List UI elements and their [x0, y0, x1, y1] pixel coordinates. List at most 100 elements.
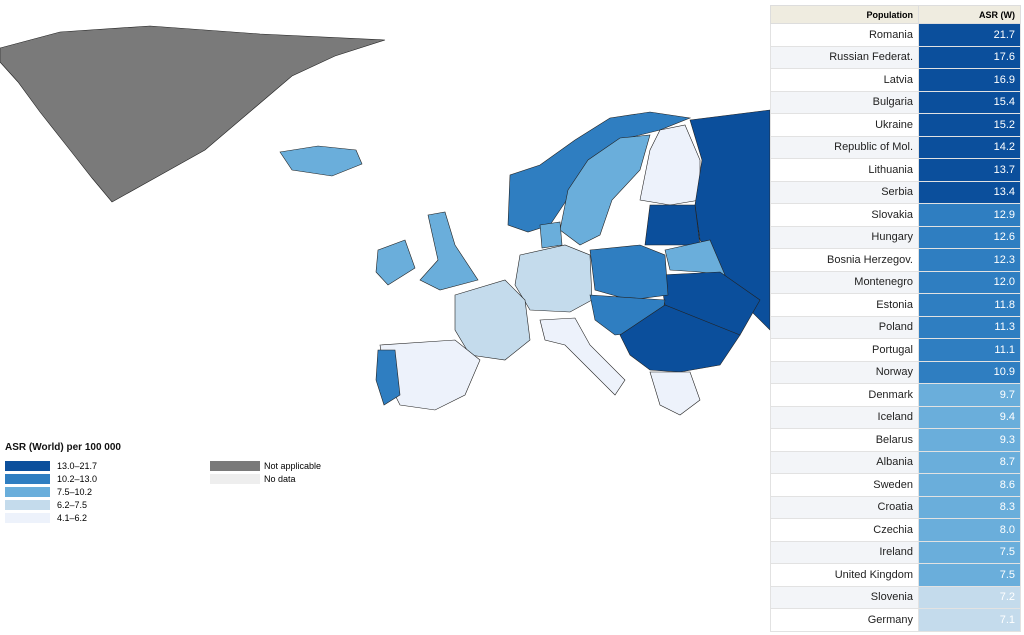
- table-row: Montenegro 12.0: [770, 270, 1021, 294]
- asr-cell: 11.8: [918, 293, 1021, 317]
- table-row: Slovenia 7.2: [770, 585, 1021, 609]
- asr-cell: 16.9: [918, 68, 1021, 92]
- legend-label: No data: [264, 474, 296, 484]
- legend-label: Not applicable: [264, 461, 322, 471]
- table-row: Portugal 11.1: [770, 338, 1021, 362]
- table-row: Serbia 13.4: [770, 180, 1021, 204]
- asr-cell: 8.7: [918, 450, 1021, 474]
- population-cell: Iceland: [770, 405, 919, 429]
- sweden: [559, 134, 651, 246]
- asr-cell: 12.9: [918, 203, 1021, 227]
- table-row: Denmark 9.7: [770, 383, 1021, 407]
- asr-cell: 8.0: [918, 518, 1021, 542]
- map: [0, 25, 770, 416]
- asr-cell: 7.5: [918, 540, 1021, 564]
- asr-cell: 7.2: [918, 585, 1021, 609]
- population-cell: Serbia: [770, 180, 919, 204]
- legend-title: ASR (World) per 100 000: [5, 442, 121, 453]
- legend-swatch: [5, 487, 50, 497]
- asr-cell: 9.7: [918, 383, 1021, 407]
- table-row: Ukraine 15.2: [770, 113, 1021, 137]
- population-cell: Czechia: [770, 518, 919, 542]
- table-row: Albania 8.7: [770, 450, 1021, 474]
- asr-cell: 13.7: [918, 158, 1021, 182]
- asr-cell: 9.4: [918, 405, 1021, 429]
- population-cell: Latvia: [770, 68, 919, 92]
- ireland: [375, 239, 416, 286]
- population-cell: Bulgaria: [770, 90, 919, 114]
- data-table: Population ASR (W) Romania 21.7 Russian Fe…: [770, 5, 1021, 632]
- table-row: Russian Federat. 17.6: [770, 45, 1021, 69]
- table-row: Czechia 8.0: [770, 518, 1021, 542]
- asr-cell: 8.6: [918, 473, 1021, 497]
- legend-swatch: [210, 461, 260, 471]
- population-cell: Bosnia Herzegov.: [770, 248, 919, 272]
- germany: [514, 244, 593, 313]
- table-row: Sweden 8.6: [770, 473, 1021, 497]
- asr-cell: 7.1: [918, 608, 1021, 632]
- population-cell: Montenegro: [770, 270, 919, 294]
- population-cell: Norway: [770, 360, 919, 384]
- legend-label: 13.0–21.7: [57, 461, 98, 471]
- portugal: [375, 349, 401, 406]
- legend-label: 10.2–13.0: [57, 474, 98, 484]
- greenland: [0, 25, 386, 203]
- balkans: [619, 304, 741, 373]
- population-cell: Russian Federat.: [770, 45, 919, 69]
- asr-cell: 21.7: [918, 23, 1021, 47]
- uk: [419, 211, 479, 291]
- population-cell: Croatia: [770, 495, 919, 519]
- asr-cell: 12.3: [918, 248, 1021, 272]
- header-cell: Population: [770, 5, 919, 24]
- population-cell: Poland: [770, 315, 919, 339]
- asr-cell: 9.3: [918, 428, 1021, 452]
- iceland: [279, 145, 363, 177]
- asr-cell: 13.4: [918, 180, 1021, 204]
- population-cell: Slovenia: [770, 585, 919, 609]
- table-row: Bulgaria 15.4: [770, 90, 1021, 114]
- finland: [639, 124, 701, 206]
- population-cell: Sweden: [770, 473, 919, 497]
- population-cell: Denmark: [770, 383, 919, 407]
- population-cell: Lithuania: [770, 158, 919, 182]
- table-row: Lithuania 13.7: [770, 158, 1021, 182]
- table-row: Germany 7.1: [770, 608, 1021, 632]
- legend-swatch: [5, 461, 50, 471]
- population-cell: Romania: [770, 23, 919, 47]
- population-cell: Republic of Mol.: [770, 135, 919, 159]
- asr-cell: 15.4: [918, 90, 1021, 114]
- table-row: Poland 11.3: [770, 315, 1021, 339]
- table-row: Belarus 9.3: [770, 428, 1021, 452]
- estonia-latvia: [644, 204, 701, 246]
- norway: [507, 111, 692, 233]
- asr-cell: 7.5: [918, 563, 1021, 587]
- table-row: Latvia 16.9: [770, 68, 1021, 92]
- asr-cell: 14.2: [918, 135, 1021, 159]
- population-cell: Albania: [770, 450, 919, 474]
- italy: [539, 317, 626, 396]
- legend-label: 6.2–7.5: [57, 500, 88, 510]
- denmark: [539, 221, 563, 249]
- legend-swatch: [5, 513, 50, 523]
- population-cell: Portugal: [770, 338, 919, 362]
- poland: [589, 244, 669, 301]
- table-row: Slovakia 12.9: [770, 203, 1021, 227]
- asr-cell: 17.6: [918, 45, 1021, 69]
- asr-cell: 15.2: [918, 113, 1021, 137]
- population-cell: Slovakia: [770, 203, 919, 227]
- legend-swatch: [5, 474, 50, 484]
- population-cell: Estonia: [770, 293, 919, 317]
- asr-cell: 8.3: [918, 495, 1021, 519]
- table-row: Norway 10.9: [770, 360, 1021, 384]
- table-row: Romania 21.7: [770, 23, 1021, 47]
- table-row: Iceland 9.4: [770, 405, 1021, 429]
- greece: [649, 371, 701, 416]
- legend-label: 4.1–6.2: [57, 513, 88, 523]
- table-row: Republic of Mol. 14.2: [770, 135, 1021, 159]
- table-row: Ireland 7.5: [770, 540, 1021, 564]
- population-cell: Ireland: [770, 540, 919, 564]
- header-cell: ASR (W): [918, 5, 1021, 24]
- header-row: Population ASR (W): [770, 5, 1021, 24]
- population-cell: Germany: [770, 608, 919, 632]
